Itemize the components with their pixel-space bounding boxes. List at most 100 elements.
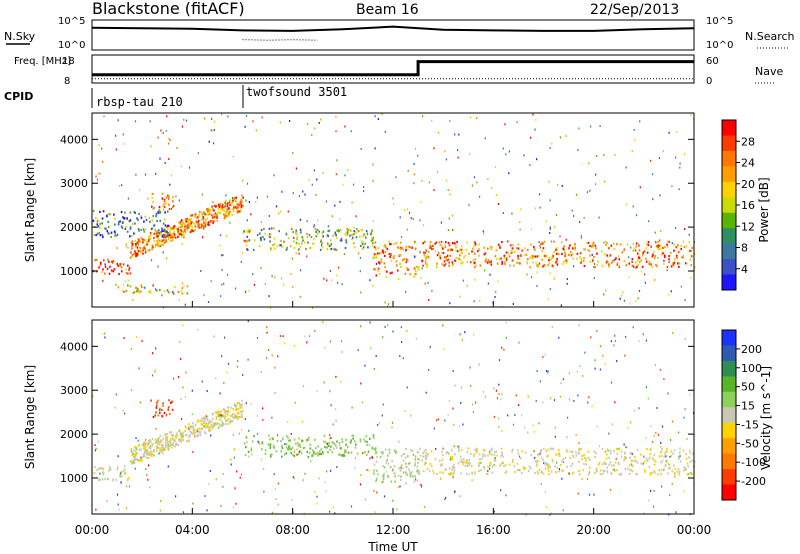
data-cell	[213, 422, 215, 425]
noise-cell	[673, 475, 676, 478]
data-cell	[663, 254, 666, 257]
data-cell	[258, 442, 261, 445]
data-cell	[676, 470, 679, 473]
data-cell	[447, 248, 449, 251]
noise-cell	[246, 219, 248, 222]
data-cell	[201, 423, 204, 426]
noise-cell	[227, 115, 229, 118]
noise-cell	[505, 494, 507, 497]
colorbar-frame	[721, 329, 737, 501]
data-cell	[164, 224, 167, 227]
data-cell	[233, 198, 235, 201]
data-cell	[149, 234, 151, 237]
data-cell	[451, 466, 454, 469]
data-cell	[517, 261, 520, 264]
data-cell	[202, 212, 204, 216]
data-cell	[311, 454, 313, 457]
data-cell	[405, 248, 407, 251]
noise-cell	[307, 438, 309, 441]
data-cell	[535, 460, 538, 463]
data-cell	[633, 247, 636, 250]
data-cell	[214, 212, 217, 215]
noise-cell	[277, 503, 279, 506]
noise-cell	[518, 455, 521, 458]
data-cell	[604, 462, 606, 465]
data-cell	[613, 464, 615, 467]
noise-cell	[582, 375, 584, 377]
noise-cell	[554, 435, 556, 438]
noise-cell	[487, 470, 489, 472]
noise-cell	[546, 370, 548, 372]
data-cell	[371, 446, 374, 449]
data-cell	[378, 252, 381, 255]
data-cell	[686, 473, 689, 476]
data-cell	[552, 255, 554, 258]
data-cell	[672, 452, 674, 455]
noise-cell	[212, 129, 214, 132]
noise-cell	[236, 470, 238, 473]
noise-cell	[359, 256, 361, 259]
noise-cell	[135, 336, 137, 339]
noise-cell	[440, 477, 442, 480]
data-cell	[242, 196, 244, 199]
data-cell	[526, 262, 528, 265]
data-cell	[346, 233, 348, 236]
data-cell	[480, 461, 482, 464]
data-cell	[166, 436, 168, 439]
data-cell	[659, 248, 662, 251]
data-cell	[219, 415, 221, 418]
noise-cell	[623, 299, 625, 302]
data-cell	[130, 460, 132, 463]
data-cell	[443, 264, 446, 267]
data-cell	[167, 237, 170, 241]
noise-cell	[493, 415, 495, 418]
data-cell	[580, 258, 583, 261]
data-cell	[502, 455, 505, 458]
data-cell	[636, 448, 639, 451]
data-cell	[297, 452, 300, 456]
data-cell	[309, 443, 311, 446]
data-cell	[334, 231, 337, 234]
noise-cell	[589, 189, 591, 192]
data-cell	[130, 448, 133, 451]
noise-cell	[578, 127, 580, 130]
data-cell	[649, 452, 652, 456]
data-cell	[605, 457, 608, 460]
data-cell	[128, 477, 130, 480]
noise-cell	[610, 340, 612, 343]
data-cell	[425, 452, 427, 455]
data-cell	[92, 209, 95, 212]
noise-cell	[458, 446, 460, 449]
data-cell	[460, 245, 463, 248]
data-cell	[269, 240, 271, 243]
data-cell	[180, 229, 182, 232]
noise-cell	[331, 279, 333, 282]
time-axis: 00:00 04:00 08:00 12:00 16:00 20:00 00:00	[75, 301, 711, 537]
data-cell	[171, 235, 173, 238]
noise-cell	[298, 252, 300, 255]
data-cell	[383, 466, 386, 469]
data-cell	[191, 425, 193, 428]
data-cell	[189, 434, 191, 437]
data-cell	[143, 220, 145, 223]
data-cell	[366, 443, 368, 446]
noise-cell	[625, 446, 627, 449]
noise-cell	[437, 418, 439, 421]
noise-cell	[215, 478, 217, 481]
noise-cell	[500, 489, 502, 492]
data-cell	[167, 448, 170, 451]
data-cell	[296, 236, 299, 239]
data-cell	[623, 249, 625, 252]
data-cell	[227, 211, 230, 214]
data-cell	[131, 452, 134, 455]
noise-cell	[462, 279, 464, 282]
data-cell	[169, 226, 172, 229]
data-cell	[162, 402, 164, 405]
data-cell	[345, 241, 348, 244]
noise-cell	[605, 289, 607, 292]
data-cell	[168, 399, 170, 402]
noise-cell	[591, 405, 593, 408]
noise-cell	[655, 431, 657, 434]
data-cell	[291, 446, 294, 449]
